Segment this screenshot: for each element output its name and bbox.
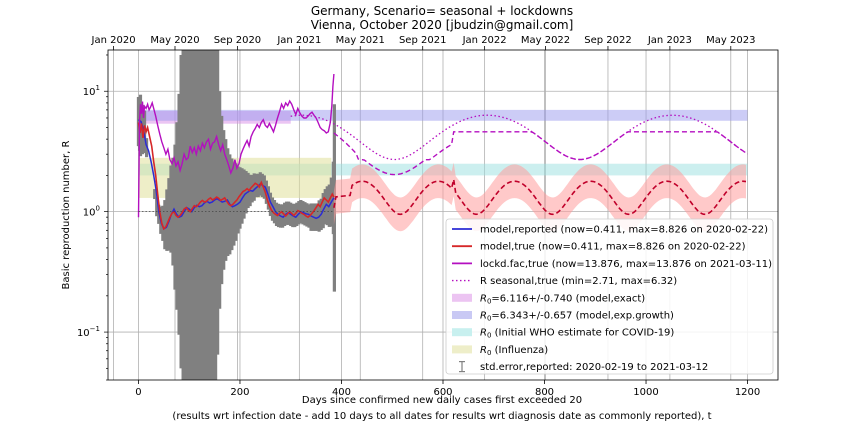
legend-entry: R0 (Initial WHO estimate for COVID-19)	[452, 328, 674, 340]
y-tick-base: 10	[83, 87, 96, 98]
y-axis-label: Basic reproduction number, R	[61, 140, 72, 289]
legend-label-symbol: R	[480, 345, 487, 356]
y-tick-exponent: 0	[96, 205, 100, 213]
top-tick-label: Sep 2022	[584, 35, 631, 46]
top-tick-label: May 2023	[706, 35, 755, 46]
forecast-uncertainty-band	[333, 162, 746, 232]
x-tick-label: 1000	[633, 387, 658, 398]
y-tick-base: 10	[77, 328, 90, 339]
legend-label-subscript: 0	[487, 349, 491, 357]
y-tick-label: 100	[83, 205, 100, 219]
legend: model,reported (now=0.411, max=8.826 on …	[445, 218, 774, 375]
series-lines	[137, 73, 335, 231]
x-tick-label: 1200	[735, 387, 760, 398]
lockdown-forecast-line	[333, 131, 747, 176]
legend-label-subscript: 0	[487, 332, 491, 340]
legend-box	[445, 218, 774, 375]
x-tick-label: 800	[535, 387, 554, 398]
std-error-bars	[136, 50, 336, 380]
top-tick-label: May 2022	[521, 35, 570, 46]
y-tick-label: 10−1	[77, 325, 100, 339]
legend-entry: lockd.fac,true (now=13.876, max=13.876 o…	[452, 259, 772, 270]
x-axis-ticks: 0 200 400 600 800 1000 1200	[135, 380, 760, 398]
y-tick-label: 101	[83, 84, 100, 98]
legend-entry: R0 (Influenza)	[452, 345, 548, 357]
top-tick-label: May 2020	[150, 35, 199, 46]
chart-title-line-1: Germany, Scenario= seasonal + lockdowns	[311, 4, 573, 18]
y-tick-exponent: 1	[96, 84, 100, 92]
legend-label: R0=6.343+/-0.657 (model,exp.growth)	[480, 311, 674, 323]
forecast-series	[290, 114, 748, 232]
top-tick-label: Jan 2022	[462, 35, 507, 46]
legend-label: model,reported (now=0.411, max=8.826 on …	[480, 225, 768, 236]
band-1	[138, 109, 748, 121]
legend-entry: model,reported (now=0.411, max=8.826 on …	[452, 225, 768, 236]
legend-swatch	[452, 311, 472, 319]
model-true-line	[137, 122, 335, 231]
legend-swatch	[452, 293, 472, 302]
legend-entry: R0=6.343+/-0.657 (model,exp.growth)	[452, 311, 674, 323]
top-tick-label: Jan 2023	[647, 35, 692, 46]
x-tick-label: 0	[135, 387, 141, 398]
legend-swatch	[452, 328, 472, 337]
x-axis-label-line-1: Days since confirmed new daily cases fir…	[302, 395, 582, 406]
legend-label-symbol: R	[480, 328, 487, 339]
x-axis-label-line-2: (results wrt infection date - add 10 day…	[172, 411, 711, 422]
legend-entry: R seasonal,true (min=2.71, max=6.32)	[452, 276, 677, 287]
legend-label: std.error,reported: 2020-02-19 to 2021-0…	[480, 362, 708, 373]
lockd-fac-line	[137, 73, 335, 218]
legend-entry: R0=6.116+/-0.740 (model,exact)	[452, 293, 645, 305]
y-tick-exponent: −1	[90, 325, 100, 333]
forecast-model-true-line	[333, 179, 747, 216]
legend-label: model,true (now=0.411, max=8.826 on 2020…	[480, 242, 746, 253]
x-tick-label: 600	[433, 387, 452, 398]
y-tick-base: 10	[83, 208, 96, 219]
seasonal-r-line	[290, 114, 748, 161]
x-tick-label: 200	[230, 387, 249, 398]
legend-swatch	[452, 345, 472, 354]
legend-label-subscript: 0	[487, 297, 491, 305]
legend-entry: std.error,reported: 2020-02-19 to 2021-0…	[459, 361, 708, 373]
legend-label: R0 (Initial WHO estimate for COVID-19)	[480, 328, 674, 340]
top-tick-label: May 2021	[336, 35, 385, 46]
top-tick-label: Jan 2021	[276, 35, 321, 46]
legend-label-symbol: R	[480, 293, 487, 304]
legend-entry: model,true (now=0.411, max=8.826 on 2020…	[452, 242, 746, 253]
x-tick-label: 400	[332, 387, 351, 398]
top-tick-label: Jan 2020	[91, 35, 136, 46]
legend-label: R seasonal,true (min=2.71, max=6.32)	[480, 276, 677, 287]
y-axis-label-text: Basic reproduction number, R	[61, 140, 72, 289]
legend-label: R0=6.116+/-0.740 (model,exact)	[480, 293, 645, 305]
top-tick-label: Sep 2021	[399, 35, 446, 46]
chart-title-line-2: Vienna, October 2020 [jbudzin@gmail.com]	[311, 18, 574, 32]
legend-label: R0 (Influenza)	[480, 345, 548, 357]
legend-label-text: =6.116+/-0.740 (model,exact)	[491, 293, 645, 304]
legend-label: lockd.fac,true (now=13.876, max=13.876 o…	[480, 259, 772, 270]
legend-label-text: =6.343+/-0.657 (model,exp.growth)	[491, 311, 674, 322]
legend-label-text: (Initial WHO estimate for COVID-19)	[491, 328, 674, 339]
top-axis-ticks: Jan 2020 May 2020 Sep 2020 Jan 2021 May 2021…	[91, 35, 755, 50]
legend-label-text: (Influenza)	[491, 345, 548, 356]
top-tick-label: Sep 2020	[214, 35, 261, 46]
legend-label-subscript: 0	[487, 315, 491, 323]
legend-label-symbol: R	[480, 311, 487, 322]
